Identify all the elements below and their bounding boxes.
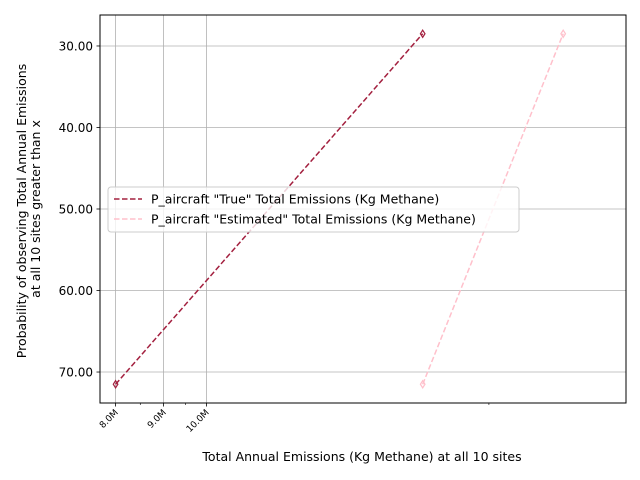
y-tick-label: 70.00 <box>59 366 93 380</box>
data-point <box>419 379 426 389</box>
data-point <box>419 29 426 39</box>
y-tick-label: 50.00 <box>59 203 93 217</box>
x-tick-label: 10.0M <box>185 408 212 435</box>
data-point <box>112 379 119 389</box>
legend-label: P_aircraft "True" Total Emissions (Kg Me… <box>151 192 439 207</box>
y-axis-label: Probability of observing Total Annual Em… <box>14 60 43 358</box>
legend-label: P_aircraft "Estimated" Total Emissions (… <box>151 212 476 227</box>
y-tick-label: 30.00 <box>59 39 93 53</box>
tick-labels: 30.00 40.00 50.00 60.00 70.00 8.0M 9.0M 10.0M <box>59 39 212 434</box>
legend-box <box>107 186 520 233</box>
x-axis-label: Total Annual Emissions (Kg Methane) at a… <box>201 449 521 464</box>
legend: P_aircraft "True" Total Emissions (Kg Me… <box>107 186 520 233</box>
legend-entry-1: P_aircraft "True" Total Emissions (Kg Me… <box>114 192 439 207</box>
data-point <box>560 29 567 39</box>
x-tick-label: 9.0M <box>146 408 169 431</box>
tick-marks <box>96 45 490 407</box>
y-axis-label-line-1: Probability of observing Total Annual Em… <box>14 64 29 358</box>
y-axis-label-line-2: at all 10 sites greater than x <box>28 120 43 298</box>
y-tick-label: 60.00 <box>59 284 93 298</box>
x-tick-label: 8.0M <box>98 408 121 431</box>
y-tick-label: 40.00 <box>59 121 93 135</box>
legend-entry-2: P_aircraft "Estimated" Total Emissions (… <box>114 212 476 227</box>
